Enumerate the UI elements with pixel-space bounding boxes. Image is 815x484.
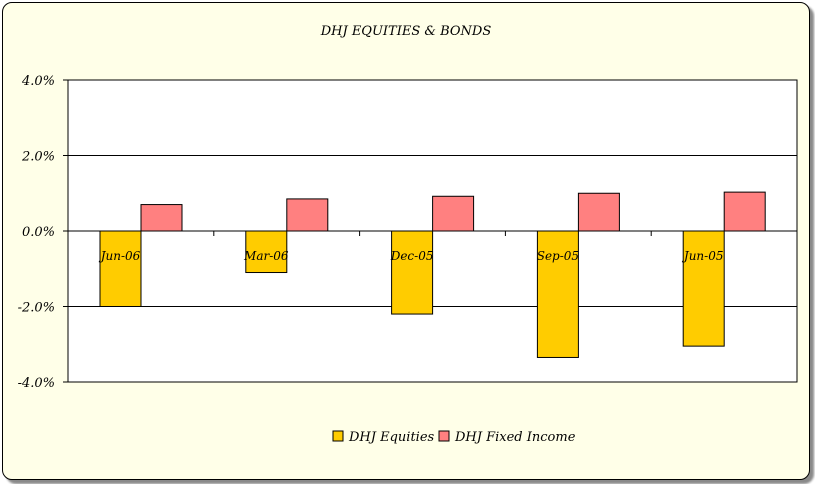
bar-equities: [99, 230, 142, 307]
bar-fixed-income: [577, 192, 620, 232]
x-category-label: Mar-06: [243, 249, 289, 263]
y-tick-label: -2.0%: [18, 301, 55, 316]
y-tick-label: 2.0%: [21, 150, 55, 165]
y-tick-label: -4.0%: [18, 376, 55, 391]
bar-fixed-income: [286, 198, 329, 232]
x-category-label: Dec-05: [390, 249, 434, 263]
bar-fixed-income: [723, 191, 766, 232]
x-category-label: Jun-06: [98, 249, 141, 263]
bar-equities: [682, 230, 725, 347]
bar-equities: [391, 230, 434, 315]
legend-label: DHJ Fixed Income: [454, 430, 576, 445]
y-tick-label: 4.0%: [21, 74, 55, 89]
legend-swatch: [332, 430, 344, 442]
bar-fixed-income: [140, 204, 183, 232]
y-tick-label: 0.0%: [22, 225, 55, 240]
chart-title: DHJ EQUITIES & BONDS: [320, 24, 492, 39]
bar-fixed-income: [432, 195, 475, 232]
bar-equities: [536, 230, 579, 358]
legend-swatch: [438, 430, 450, 442]
legend-label: DHJ Equities: [348, 430, 435, 445]
bar-equities: [245, 230, 288, 274]
x-category-label: Jun-05: [681, 249, 724, 263]
x-category-label: Sep-05: [537, 249, 579, 263]
